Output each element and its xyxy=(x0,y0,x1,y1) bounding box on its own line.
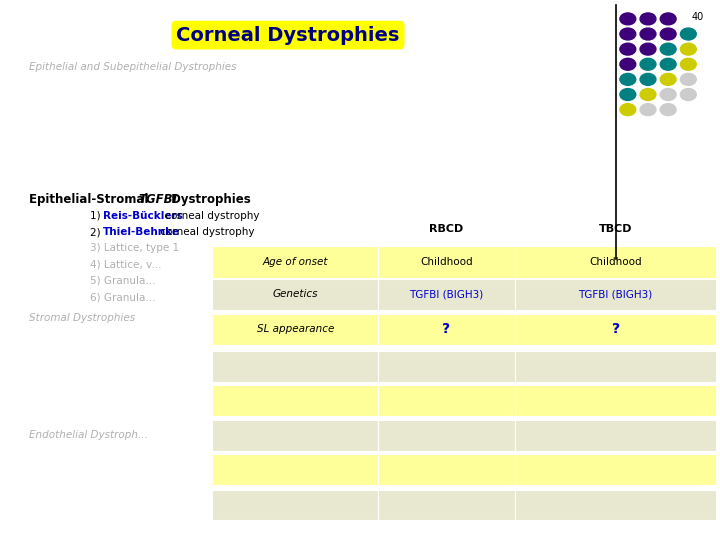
Text: ?: ? xyxy=(611,322,620,336)
Circle shape xyxy=(680,73,696,85)
FancyBboxPatch shape xyxy=(515,314,716,345)
FancyBboxPatch shape xyxy=(378,420,515,450)
Text: 40: 40 xyxy=(692,12,704,22)
Circle shape xyxy=(660,58,676,70)
Circle shape xyxy=(660,104,676,116)
FancyBboxPatch shape xyxy=(515,386,716,416)
Text: TGFBI (BIGH3): TGFBI (BIGH3) xyxy=(578,289,653,299)
Text: 1): 1) xyxy=(90,211,104,221)
FancyBboxPatch shape xyxy=(515,246,716,278)
Text: Genetics: Genetics xyxy=(272,289,318,299)
Circle shape xyxy=(620,43,636,55)
Text: 2): 2) xyxy=(90,227,104,237)
Circle shape xyxy=(620,13,636,25)
Text: 4) Lattice, v...: 4) Lattice, v... xyxy=(90,260,161,269)
Circle shape xyxy=(660,73,676,85)
Text: SL appearance: SL appearance xyxy=(256,325,334,334)
Circle shape xyxy=(680,43,696,55)
Circle shape xyxy=(620,104,636,116)
Text: Reis-Bücklers: Reis-Bücklers xyxy=(103,211,183,221)
FancyBboxPatch shape xyxy=(378,351,515,381)
Text: RBCD: RBCD xyxy=(429,225,464,234)
FancyBboxPatch shape xyxy=(378,279,515,310)
Circle shape xyxy=(640,58,656,70)
Text: Childhood: Childhood xyxy=(589,257,642,267)
Text: Thiel-Behnke: Thiel-Behnke xyxy=(103,227,180,237)
Text: corneal dystrophy: corneal dystrophy xyxy=(158,227,255,237)
FancyBboxPatch shape xyxy=(515,420,716,450)
Circle shape xyxy=(620,58,636,70)
Text: Endothelial Dystroph...: Endothelial Dystroph... xyxy=(29,430,148,440)
FancyBboxPatch shape xyxy=(515,351,716,381)
Text: Stromal Dystrophies: Stromal Dystrophies xyxy=(29,313,135,322)
Text: Epithelial-Stromal: Epithelial-Stromal xyxy=(29,193,153,206)
Text: TBCD: TBCD xyxy=(599,225,632,234)
FancyBboxPatch shape xyxy=(378,489,515,521)
FancyBboxPatch shape xyxy=(212,386,378,416)
Circle shape xyxy=(660,28,676,40)
Circle shape xyxy=(640,28,656,40)
Text: Epithelial and Subepithelial Dystrophies: Epithelial and Subepithelial Dystrophies xyxy=(29,63,236,72)
Circle shape xyxy=(620,73,636,85)
Circle shape xyxy=(660,43,676,55)
FancyBboxPatch shape xyxy=(212,314,378,345)
FancyBboxPatch shape xyxy=(378,455,515,485)
Text: corneal dystrophy: corneal dystrophy xyxy=(162,211,259,221)
FancyBboxPatch shape xyxy=(378,314,515,345)
Text: 6) Granula...: 6) Granula... xyxy=(90,292,156,302)
Text: Childhood: Childhood xyxy=(420,257,473,267)
Circle shape xyxy=(660,13,676,25)
FancyBboxPatch shape xyxy=(515,279,716,310)
Circle shape xyxy=(640,89,656,100)
Circle shape xyxy=(640,104,656,116)
Text: Dystrophies: Dystrophies xyxy=(167,193,251,206)
Text: TGFBI: TGFBI xyxy=(138,193,177,206)
FancyBboxPatch shape xyxy=(515,489,716,521)
FancyBboxPatch shape xyxy=(378,386,515,416)
FancyBboxPatch shape xyxy=(212,279,378,310)
Text: ?: ? xyxy=(442,322,451,336)
FancyBboxPatch shape xyxy=(378,246,515,278)
Circle shape xyxy=(620,28,636,40)
Circle shape xyxy=(640,73,656,85)
FancyBboxPatch shape xyxy=(212,246,378,278)
Circle shape xyxy=(640,13,656,25)
Circle shape xyxy=(680,89,696,100)
FancyBboxPatch shape xyxy=(212,351,378,381)
Text: 5) Granula...: 5) Granula... xyxy=(90,276,156,286)
Text: Age of onset: Age of onset xyxy=(263,257,328,267)
Text: Corneal Dystrophies: Corneal Dystrophies xyxy=(176,25,400,45)
Circle shape xyxy=(680,28,696,40)
Circle shape xyxy=(640,43,656,55)
Text: 3) Lattice, type 1: 3) Lattice, type 1 xyxy=(90,244,179,253)
Circle shape xyxy=(680,58,696,70)
FancyBboxPatch shape xyxy=(515,455,716,485)
FancyBboxPatch shape xyxy=(212,489,378,521)
Circle shape xyxy=(620,89,636,100)
FancyBboxPatch shape xyxy=(212,420,378,450)
Text: TGFBI (BIGH3): TGFBI (BIGH3) xyxy=(409,289,484,299)
Circle shape xyxy=(660,89,676,100)
FancyBboxPatch shape xyxy=(212,455,378,485)
